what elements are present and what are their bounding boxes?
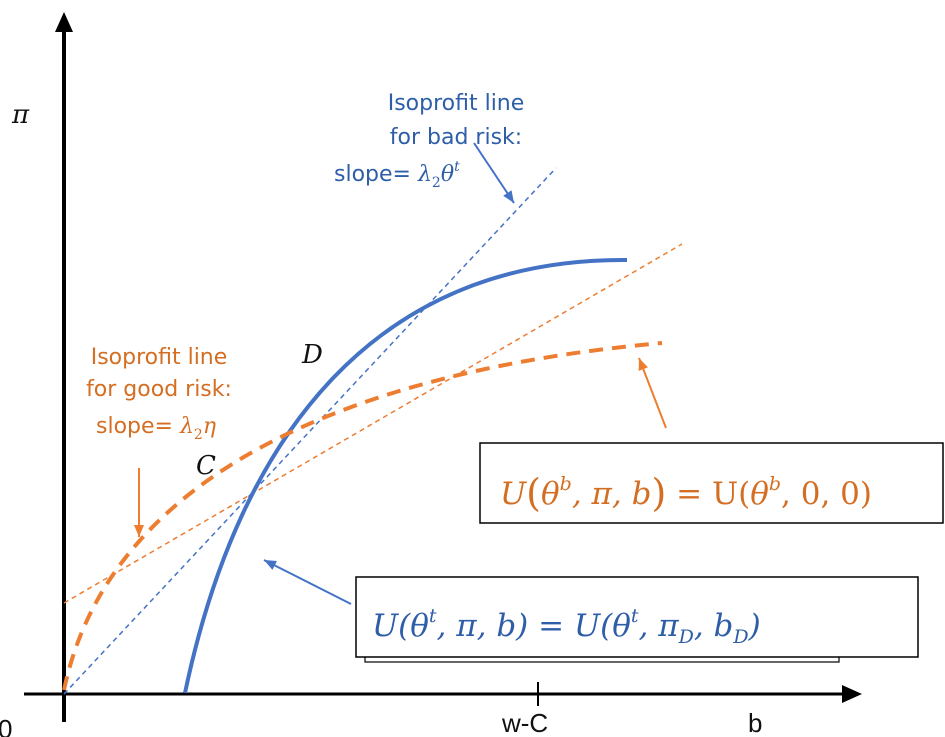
good-eq-close-paren: ) — [651, 471, 666, 515]
good-risk-slope-eta: η — [203, 414, 216, 439]
bad-risk-label-line1: Isoprofit line — [388, 91, 525, 116]
bad-eq-mid: , b — [694, 608, 734, 644]
good-eq-theta2: θ — [750, 476, 769, 512]
good-type-equation-border — [479, 442, 944, 524]
bad-eq-u: U( — [372, 608, 411, 644]
bad-type-equation-arrow — [263, 559, 352, 605]
x-axis-arrowhead — [842, 685, 862, 703]
bad-eq-rest1: , π, b) = U( — [437, 608, 614, 644]
good-type-equation-arrow — [638, 357, 667, 429]
good-type-indifference-curve — [62, 341, 663, 691]
good-eq-rest2: , 0, 0) — [781, 476, 872, 512]
good-risk-label-line1: Isoprofit line — [91, 345, 228, 370]
bad-eq-sub-d2: D — [732, 626, 748, 648]
good-risk-slope-lambda-sub: 2 — [194, 427, 203, 443]
good-eq-theta-sup: b — [560, 473, 572, 495]
bad-risk-label-arrow — [473, 142, 515, 204]
bad-eq-sub-d1: D — [678, 626, 694, 648]
origin-label: 0 — [0, 714, 12, 737]
x-axis-label: b — [748, 708, 762, 737]
bad-risk-label-line2: for bad risk: — [390, 125, 522, 150]
bad-risk-label-line3: slope= λ2θt — [334, 159, 460, 191]
bad-risk-slope-theta-sup: t — [454, 159, 460, 175]
good-eq-rest1: , π, b — [572, 476, 652, 512]
y-axis-label: π — [11, 100, 30, 130]
bad-type-equation-box: U(θt, π, b) = U(θt, πD, bD) — [355, 576, 919, 663]
bad-type-equation-border — [355, 576, 919, 658]
good-risk-slope-lambda: λ — [179, 414, 194, 439]
good-type-equation-text: U(θb, π, b) = U(θb, 0, 0) — [500, 471, 872, 515]
bad-type-equation-text: U(θt, π, b) = U(θt, πD, bD) — [372, 605, 761, 648]
bad-risk-slope-lambda-sub: 2 — [432, 175, 441, 191]
good-risk-isoprofit-line — [63, 243, 683, 604]
good-eq-theta2-sup: b — [769, 473, 781, 495]
x-tick-label: w-C — [501, 708, 548, 737]
bad-risk-isoprofit-line — [63, 167, 557, 695]
good-eq-equals: = U( — [666, 476, 750, 512]
bad-eq-theta2: θ — [612, 608, 631, 644]
good-eq-open-paren: ( — [526, 471, 541, 515]
bad-risk-slope-lambda: λ — [417, 162, 432, 187]
bad-risk-slope-theta: θ — [441, 162, 454, 187]
bad-risk-annotation: Isoprofit line for bad risk: slope= λ2θt — [334, 91, 524, 191]
bad-eq-close: ) — [748, 608, 761, 644]
good-risk-annotation: Isoprofit line for good risk: slope= λ2η — [86, 345, 232, 443]
bad-eq-theta: θ — [410, 608, 429, 644]
bad-risk-slope-prefix: slope= — [334, 162, 418, 187]
bad-eq-theta-sup: t — [429, 605, 437, 627]
bad-eq-theta2-sup: t — [631, 605, 639, 627]
good-eq-u: U — [500, 476, 527, 512]
point-d-label: D — [301, 340, 323, 370]
good-risk-slope-prefix: slope= — [96, 414, 180, 439]
axes — [24, 12, 862, 722]
good-risk-label-line3: slope= λ2η — [96, 414, 216, 443]
bad-type-indifference-curve — [183, 257, 628, 694]
good-type-equation-box: U(θb, π, b) = U(θb, 0, 0) — [479, 442, 944, 524]
good-eq-theta: θ — [541, 476, 560, 512]
y-axis-arrowhead — [55, 12, 73, 32]
point-c-label: C — [196, 451, 216, 481]
bad-eq-rest2: , π — [639, 608, 680, 644]
good-risk-label-line2: for good risk: — [86, 377, 232, 402]
